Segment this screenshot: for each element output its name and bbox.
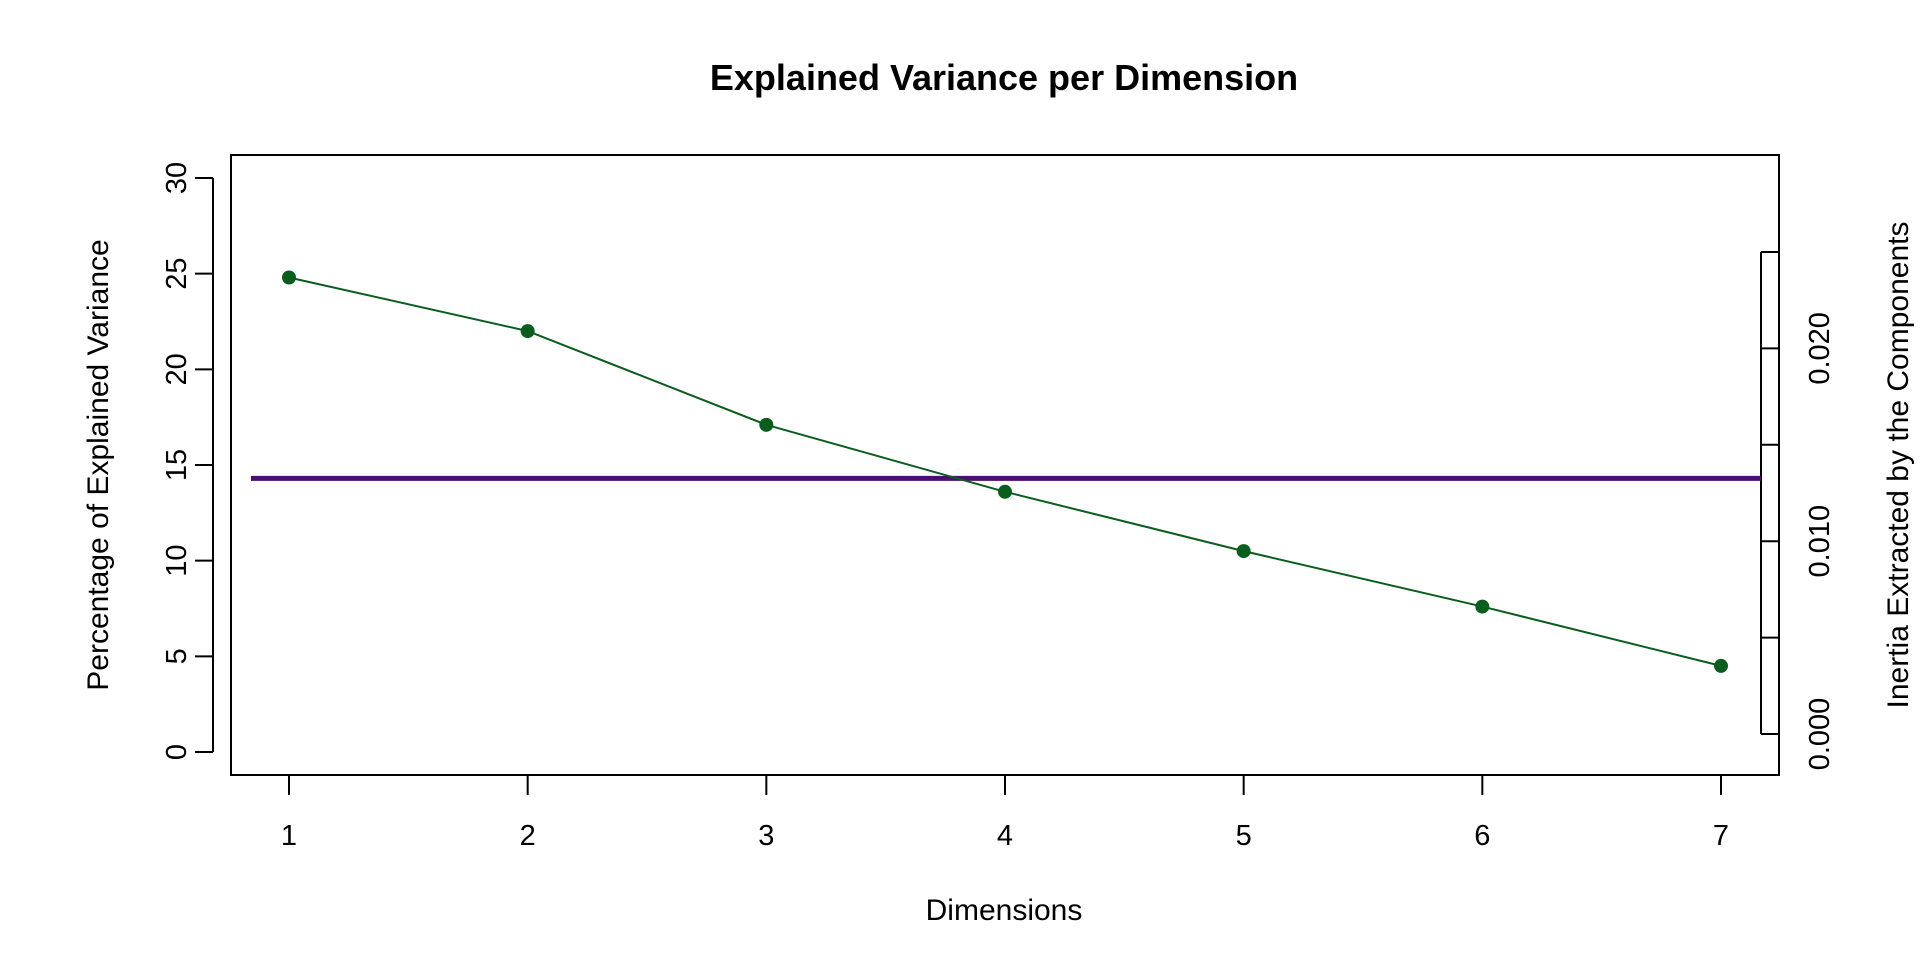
y2-tick-label: 0.020 — [1804, 312, 1836, 385]
y-tick-label: 30 — [161, 162, 193, 194]
y-tick-label: 0 — [161, 744, 193, 760]
x-tick-label: 5 — [1236, 820, 1252, 852]
data-point — [1236, 544, 1251, 559]
data-point — [759, 417, 774, 432]
data-point — [1475, 599, 1490, 614]
x-tick-label: 6 — [1474, 820, 1490, 852]
x-tick-label: 3 — [758, 820, 774, 852]
y2-tick-label: 0.010 — [1804, 505, 1836, 578]
x-tick-label: 2 — [520, 820, 536, 852]
y2-tick-label: 0.000 — [1804, 698, 1836, 771]
x-axis: 1 2 3 4 5 6 7 — [281, 774, 1729, 852]
y-tick-label: 10 — [161, 545, 193, 577]
y-tick-label: 25 — [161, 258, 193, 290]
series-points — [282, 270, 1728, 673]
y-axis-label: Percentage of Explained Variance — [82, 239, 115, 690]
x-tick-label: 7 — [1713, 820, 1729, 852]
y-tick-label: 5 — [161, 648, 193, 664]
series-line — [288, 276, 1722, 667]
x-tick-label: 1 — [281, 820, 297, 852]
data-point — [998, 484, 1012, 499]
data-point — [282, 270, 296, 285]
x-axis-label: Dimensions — [926, 894, 1083, 927]
y-axis: 0 5 10 15 20 25 30 — [161, 162, 214, 760]
y-tick-label: 15 — [161, 449, 193, 481]
y-tick-label: 20 — [161, 353, 193, 385]
plot-frame — [230, 154, 1780, 776]
y2-axis: 0.000 0.010 0.020 — [1760, 251, 1836, 771]
y2-axis-label: Inertia Extracted by the Components — [1882, 222, 1915, 709]
x-tick-label: 4 — [997, 820, 1013, 852]
data-point — [1714, 658, 1728, 673]
chart-title: Explained Variance per Dimension — [710, 57, 1298, 98]
data-point — [520, 324, 535, 339]
